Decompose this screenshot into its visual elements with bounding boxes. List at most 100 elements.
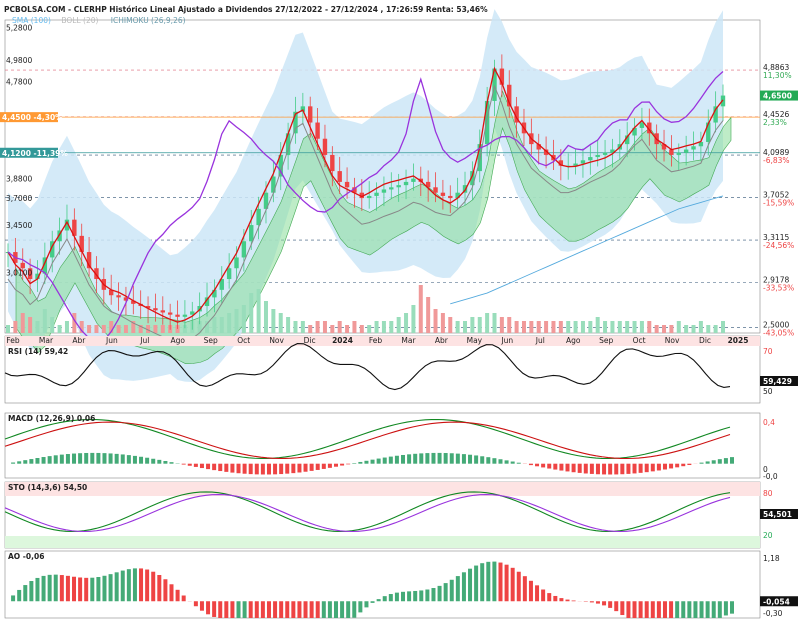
volume-bar bbox=[28, 317, 33, 333]
volume-bar bbox=[662, 325, 667, 333]
volume-bar bbox=[160, 325, 165, 333]
ao-bar bbox=[595, 601, 600, 604]
candle-body bbox=[300, 106, 306, 112]
right-pct-label: -24,56% bbox=[763, 241, 794, 250]
volume-bar bbox=[330, 325, 335, 333]
volume-bar bbox=[536, 321, 541, 333]
volume-bar bbox=[352, 321, 357, 333]
macd-bar bbox=[449, 453, 454, 464]
ao-bar bbox=[705, 601, 710, 618]
candle-body bbox=[344, 181, 350, 188]
candle-body bbox=[470, 171, 475, 186]
ao-bar bbox=[35, 577, 40, 602]
volume-bar bbox=[529, 321, 534, 333]
x-axis-label: Dic bbox=[699, 336, 711, 345]
volume-bar bbox=[389, 321, 394, 333]
candle-body bbox=[632, 127, 637, 136]
x-axis-label: Ago bbox=[171, 336, 186, 345]
ao-bar bbox=[285, 601, 290, 618]
x-axis-label: Nov bbox=[665, 336, 680, 345]
candle-body bbox=[219, 279, 224, 290]
macd-bar bbox=[254, 463, 259, 475]
x-axis-label: Mar bbox=[401, 336, 416, 345]
volume-bar bbox=[101, 325, 106, 333]
ao-bar bbox=[632, 601, 637, 618]
macd-bar bbox=[644, 463, 649, 473]
candle-body bbox=[190, 311, 195, 315]
ao-bar bbox=[212, 601, 217, 617]
macd-bar bbox=[315, 463, 320, 470]
macd-bar bbox=[23, 460, 28, 464]
candle-body bbox=[381, 189, 387, 193]
macd-bar bbox=[370, 459, 375, 464]
macd-bar bbox=[35, 458, 40, 464]
volume-bar bbox=[632, 321, 637, 333]
ao-bar bbox=[291, 601, 296, 618]
volume-bar bbox=[50, 317, 55, 333]
ao-bar bbox=[687, 601, 692, 618]
macd-bar bbox=[242, 463, 247, 474]
volume-bar bbox=[131, 321, 136, 333]
candle-body bbox=[484, 100, 490, 145]
left-price-label: 3,4500 bbox=[6, 221, 32, 230]
volume-bar bbox=[308, 325, 313, 333]
volume-bar bbox=[182, 325, 187, 333]
ao-bar bbox=[571, 600, 576, 602]
volume-bar bbox=[514, 321, 519, 333]
candle-body bbox=[79, 235, 84, 253]
ao-bar bbox=[535, 585, 540, 602]
volume-bar bbox=[6, 325, 10, 333]
volume-bar bbox=[123, 325, 128, 333]
left-price-label: 5,2800 bbox=[6, 24, 32, 33]
candle-body bbox=[691, 146, 696, 150]
candle-body bbox=[20, 262, 25, 269]
macd-bar bbox=[193, 463, 198, 467]
macd-bar bbox=[96, 452, 101, 464]
macd-bar bbox=[620, 463, 625, 475]
macd-bar bbox=[145, 457, 150, 464]
candle-body bbox=[706, 122, 711, 142]
volume-bar bbox=[396, 317, 401, 333]
candle-body bbox=[492, 68, 497, 101]
volume-bar bbox=[116, 325, 121, 333]
ao-bar bbox=[139, 568, 144, 602]
macd-bar bbox=[474, 455, 479, 464]
ao-last: -0,054 bbox=[763, 597, 790, 606]
volume-bar bbox=[278, 313, 283, 333]
candle-body bbox=[308, 106, 313, 123]
macd-bar bbox=[650, 463, 655, 472]
volume-bar bbox=[558, 321, 563, 333]
volume-bar bbox=[374, 321, 379, 333]
sto-last-bg bbox=[760, 509, 798, 519]
ao-bar bbox=[388, 594, 393, 602]
macd-bar bbox=[602, 463, 607, 475]
legend-item: BOLL (20) bbox=[61, 16, 98, 25]
macd-bar bbox=[346, 463, 351, 465]
candle-body bbox=[602, 152, 608, 155]
ao-bar bbox=[96, 577, 101, 602]
ao-bar bbox=[72, 576, 77, 602]
volume-bar bbox=[13, 321, 18, 333]
macd-bar bbox=[626, 463, 631, 474]
macd-bar bbox=[114, 453, 119, 464]
ao-bar bbox=[254, 601, 259, 618]
ao-bar bbox=[547, 593, 552, 602]
macd-bar bbox=[199, 463, 204, 469]
volume-bar bbox=[521, 321, 526, 333]
candle-body bbox=[153, 308, 158, 311]
volume-bar bbox=[72, 313, 77, 333]
candle-body bbox=[160, 310, 165, 313]
right-price-label: 2,5000 bbox=[763, 321, 789, 330]
x-axis-label: Abr bbox=[72, 336, 86, 345]
macd-bar bbox=[547, 463, 552, 469]
macd-bar bbox=[510, 461, 515, 464]
macd-bar bbox=[132, 455, 137, 464]
candle-body bbox=[440, 192, 446, 196]
ao-title: AO -0,06 bbox=[8, 552, 44, 561]
volume-bar bbox=[654, 325, 659, 333]
candle-body bbox=[499, 68, 505, 85]
ao-bar bbox=[358, 601, 363, 613]
macd-bar bbox=[656, 463, 661, 471]
current-price-bg bbox=[760, 90, 798, 101]
volume-bar bbox=[35, 321, 40, 333]
